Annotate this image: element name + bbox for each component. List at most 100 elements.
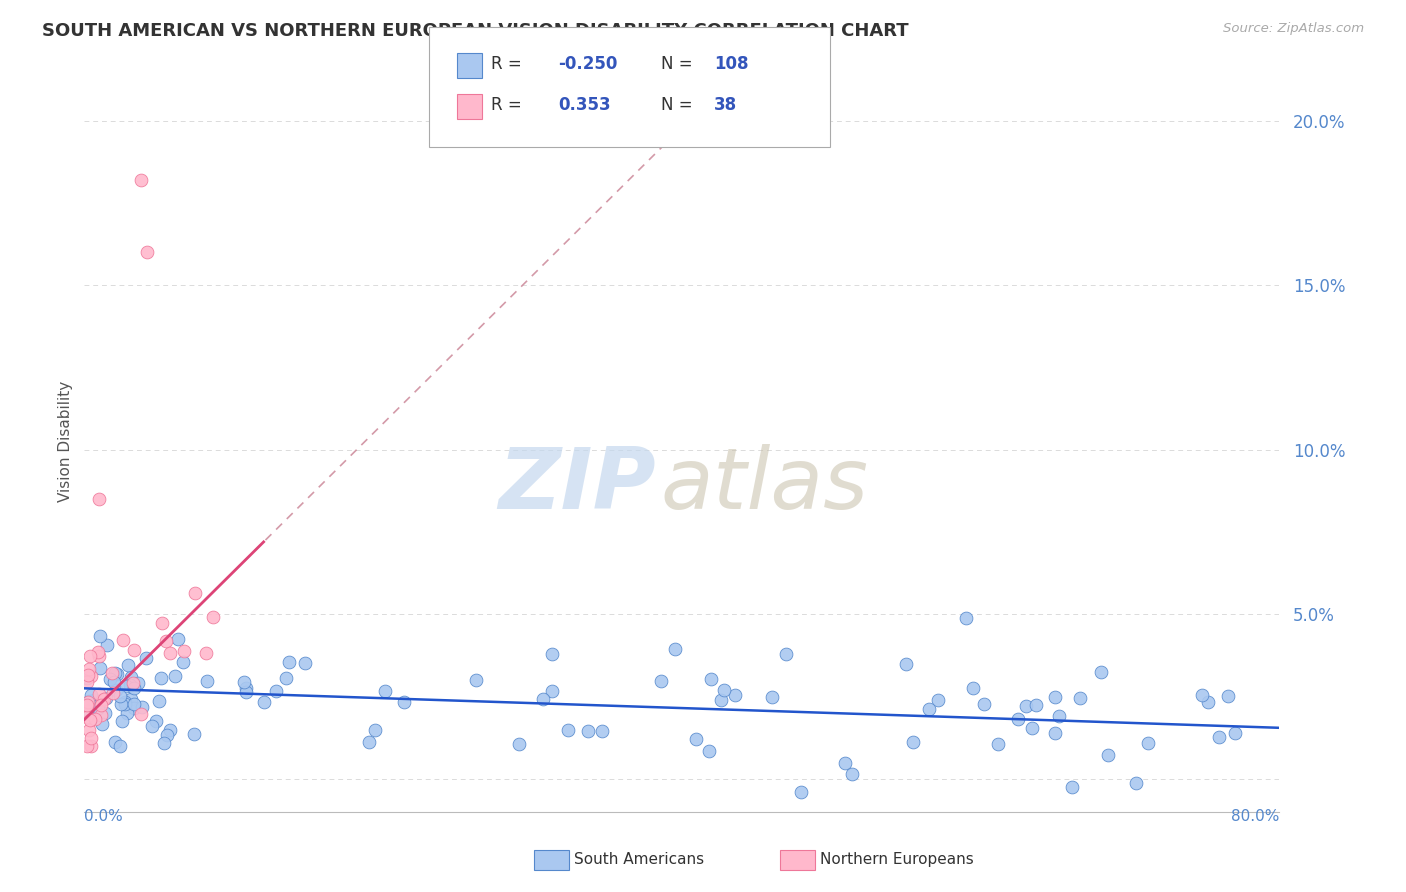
- Point: [165, 668, 187, 682]
- Point: [927, 693, 949, 707]
- Point: [149, 671, 172, 685]
- Point: [531, 692, 554, 706]
- Point: [145, 714, 167, 729]
- Point: [110, 697, 132, 711]
- Point: [541, 684, 564, 698]
- Point: [110, 689, 132, 703]
- Point: [775, 647, 797, 661]
- Point: [202, 609, 225, 624]
- Text: Source: ZipAtlas.com: Source: ZipAtlas.com: [1223, 22, 1364, 36]
- Point: [101, 666, 124, 681]
- Point: [77, 661, 100, 675]
- Point: [98, 673, 121, 687]
- Point: [159, 646, 181, 660]
- Point: [79, 649, 101, 664]
- Point: [1069, 691, 1091, 706]
- Point: [115, 706, 138, 721]
- Point: [235, 681, 257, 696]
- Point: [94, 706, 117, 720]
- Point: [76, 671, 98, 685]
- Point: [901, 735, 924, 749]
- Point: [955, 610, 977, 624]
- Point: [664, 642, 686, 657]
- Point: [89, 630, 111, 644]
- Point: [104, 683, 127, 698]
- Point: [557, 723, 579, 737]
- Point: [131, 700, 153, 714]
- Point: [90, 693, 112, 707]
- Point: [129, 173, 152, 187]
- Point: [87, 701, 110, 715]
- Point: [94, 691, 117, 706]
- Point: [77, 697, 100, 711]
- Point: [1191, 688, 1213, 702]
- Point: [114, 697, 136, 711]
- Text: Northern Europeans: Northern Europeans: [820, 853, 973, 867]
- Point: [723, 688, 745, 702]
- Point: [274, 671, 297, 685]
- Point: [153, 736, 176, 750]
- Point: [122, 676, 145, 690]
- Point: [77, 723, 100, 738]
- Point: [148, 694, 170, 708]
- Point: [77, 667, 100, 681]
- Point: [155, 634, 177, 648]
- Point: [156, 729, 179, 743]
- Point: [1043, 726, 1066, 740]
- Point: [79, 694, 101, 708]
- Point: [101, 686, 124, 700]
- Point: [90, 707, 112, 722]
- Point: [465, 673, 488, 687]
- Point: [141, 719, 163, 733]
- Point: [80, 731, 103, 746]
- Text: SOUTH AMERICAN VS NORTHERN EUROPEAN VISION DISABILITY CORRELATION CHART: SOUTH AMERICAN VS NORTHERN EUROPEAN VISI…: [42, 22, 908, 40]
- Point: [89, 687, 111, 701]
- Text: atlas: atlas: [661, 444, 869, 527]
- Point: [1060, 780, 1083, 794]
- Point: [253, 695, 276, 709]
- Point: [697, 744, 720, 758]
- Point: [114, 679, 136, 693]
- Point: [136, 245, 159, 260]
- Point: [89, 492, 111, 507]
- Point: [591, 724, 613, 739]
- Point: [394, 695, 416, 709]
- Point: [184, 586, 207, 600]
- Point: [1137, 736, 1160, 750]
- Point: [135, 651, 157, 665]
- Point: [1197, 695, 1219, 709]
- Point: [1223, 725, 1246, 739]
- Text: -0.250: -0.250: [558, 55, 617, 73]
- Point: [294, 657, 316, 671]
- Point: [127, 676, 149, 690]
- Text: R =: R =: [491, 96, 522, 114]
- Point: [103, 674, 125, 689]
- Point: [1125, 776, 1147, 790]
- Text: N =: N =: [661, 96, 692, 114]
- Point: [120, 670, 142, 684]
- Point: [96, 638, 118, 652]
- Point: [104, 666, 127, 681]
- Point: [111, 633, 134, 648]
- Point: [650, 674, 672, 689]
- Point: [195, 673, 218, 688]
- Point: [91, 717, 114, 731]
- Point: [77, 695, 100, 709]
- Point: [172, 655, 194, 669]
- Point: [80, 688, 103, 702]
- Text: South Americans: South Americans: [574, 853, 704, 867]
- Point: [235, 685, 257, 699]
- Point: [108, 739, 131, 753]
- Text: R =: R =: [491, 55, 522, 73]
- Point: [79, 713, 101, 727]
- Point: [1043, 690, 1066, 704]
- Point: [129, 707, 152, 722]
- Point: [1218, 690, 1240, 704]
- Point: [76, 699, 98, 714]
- Point: [80, 739, 103, 753]
- Point: [232, 675, 254, 690]
- Point: [357, 735, 380, 749]
- Point: [1208, 731, 1230, 745]
- Point: [93, 692, 115, 706]
- Point: [118, 678, 141, 692]
